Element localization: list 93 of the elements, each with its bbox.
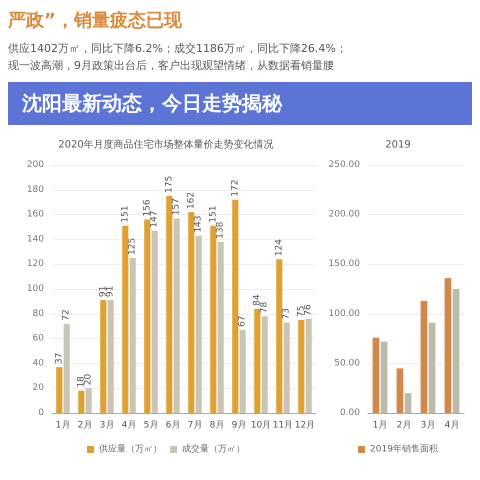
bar (284, 322, 290, 413)
chart-title: 2020年月度商品住宅市场整体量价走势变化情况 (58, 138, 274, 150)
bar (152, 230, 158, 413)
bar (240, 330, 246, 413)
bar (78, 390, 84, 413)
y-tick-label: 160 (26, 210, 44, 220)
x-tick-label: 12月 (294, 420, 316, 430)
y-tick-label: 80 (32, 308, 44, 319)
x-tick-label: 3月 (100, 420, 114, 430)
bar (188, 212, 194, 413)
y-tick-label: 200 (26, 160, 44, 170)
bar (404, 393, 412, 413)
x-tick-label: 4月 (122, 420, 136, 430)
bar (254, 308, 260, 413)
data-label: 76 (304, 304, 314, 316)
bar (262, 316, 268, 413)
text: 供应1402万㎡，同比下降6.2%；成交1186万㎡，同比下降26.4%； (8, 41, 348, 57)
y-tick-label: 120 (26, 259, 44, 270)
data-label: 124 (274, 238, 284, 256)
y-tick-label: 50.00 (334, 358, 360, 368)
data-label: 157 (172, 198, 182, 216)
y-tick-label: 250.00 (328, 160, 360, 170)
x-tick-label: 11月 (272, 420, 294, 430)
data-label: 20 (84, 373, 94, 386)
data-label: 72 (62, 309, 72, 321)
data-label: 175 (164, 176, 174, 193)
x-tick-label: 9月 (232, 420, 246, 430)
y-tick-label: 100.00 (328, 308, 360, 319)
legend-label: 2019年销售面积 (370, 444, 438, 454)
data-label: 91 (106, 286, 116, 298)
bar (298, 320, 304, 413)
data-label: 151 (120, 206, 130, 223)
y-tick-label: 140 (26, 234, 44, 244)
y-tick-label: 60 (32, 334, 44, 344)
y-tick-label: 20 (32, 383, 44, 394)
data-label: 151 (208, 206, 218, 223)
y-tick-label: 100 (26, 284, 44, 294)
x-tick-label: 1月 (56, 420, 70, 430)
bar (306, 318, 312, 413)
data-label: 73 (282, 308, 292, 320)
bar (64, 324, 70, 413)
bar (452, 289, 460, 413)
text: 沈阳最新动态，今日走势揭秘 (8, 82, 472, 125)
data-label: 143 (194, 215, 204, 233)
bar (130, 258, 136, 413)
bar (144, 220, 150, 413)
bar (100, 300, 106, 413)
x-tick-label: 4月 (444, 420, 460, 430)
bar (444, 278, 452, 413)
bar (210, 226, 216, 413)
x-tick-label: 7月 (188, 420, 202, 430)
data-label: 37 (54, 352, 64, 364)
data-label: 125 (128, 238, 138, 255)
bar (196, 236, 202, 413)
bar (372, 338, 380, 413)
bar (166, 196, 172, 413)
bar (174, 218, 180, 413)
chart-title: 2019 (385, 140, 411, 150)
x-tick-label: 5月 (144, 420, 158, 430)
x-tick-label: 10月 (250, 420, 272, 430)
bar (218, 242, 224, 413)
bar (428, 322, 436, 413)
data-label: 78 (260, 302, 270, 314)
data-label: 162 (186, 192, 196, 210)
y-tick-label: 0.00 (340, 408, 360, 418)
data-label: 67 (238, 315, 248, 327)
x-tick-label: 2月 (78, 420, 92, 430)
bar (396, 368, 404, 413)
data-label: 138 (216, 221, 226, 239)
data-label: 172 (230, 180, 240, 197)
x-tick-label: 8月 (210, 420, 224, 430)
legend-label: 供应量（万㎡） (99, 444, 162, 454)
bar (232, 200, 238, 413)
text: 严政”，销量疲态已现 (8, 9, 183, 32)
x-tick-label: 1月 (372, 420, 388, 430)
bar (86, 388, 92, 413)
x-tick-label: 6月 (166, 420, 180, 430)
bar (276, 259, 282, 413)
bar (108, 300, 114, 413)
bar (122, 226, 128, 413)
x-tick-label: 3月 (420, 420, 436, 430)
y-tick-label: 200.00 (328, 210, 360, 220)
y-tick-label: 40 (32, 358, 44, 368)
bar (420, 300, 428, 413)
x-tick-label: 2月 (396, 420, 412, 430)
bar (380, 342, 388, 413)
bar (56, 367, 62, 413)
data-label: 147 (150, 210, 160, 228)
y-tick-label: 0 (38, 408, 44, 418)
y-tick-label: 150.00 (328, 259, 360, 270)
legend-label: 成交量（万㎡） (182, 444, 245, 454)
text: 现一波高潮，9月政策出台后，客户出现观望情绪，从数据看销量腰 (8, 58, 335, 74)
y-tick-label: 180 (26, 184, 44, 195)
